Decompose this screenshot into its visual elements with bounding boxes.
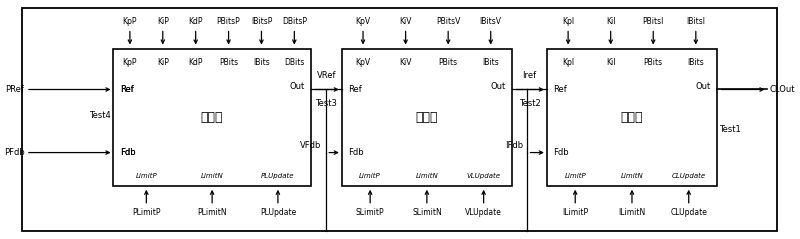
Text: Test4: Test4 (89, 111, 110, 120)
Text: LimitN: LimitN (621, 173, 643, 179)
Text: IBits: IBits (687, 58, 704, 67)
Text: KpV: KpV (355, 17, 370, 26)
Text: Test1: Test1 (719, 125, 741, 134)
Text: LimitP: LimitP (359, 173, 381, 179)
Text: KiP: KiP (157, 58, 169, 67)
Text: KiV: KiV (399, 17, 412, 26)
Text: Out: Out (696, 82, 711, 92)
Text: Ref: Ref (120, 85, 134, 94)
Text: IBitsI: IBitsI (686, 17, 706, 26)
Text: 电流环: 电流环 (621, 111, 643, 124)
Text: LimitP: LimitP (135, 173, 158, 179)
Text: CLOut: CLOut (770, 85, 795, 94)
Text: ILimitN: ILimitN (618, 208, 646, 217)
Text: SLimitP: SLimitP (356, 208, 385, 217)
Text: 位置环: 位置环 (201, 111, 223, 124)
Text: PBits: PBits (219, 58, 238, 67)
Text: DBitsP: DBitsP (282, 17, 307, 26)
Text: PLimitN: PLimitN (198, 208, 227, 217)
Text: IBits: IBits (253, 58, 270, 67)
Text: KpP: KpP (122, 58, 137, 67)
Text: PBitsP: PBitsP (217, 17, 241, 26)
Text: IBitsP: IBitsP (250, 17, 272, 26)
Text: Fdb: Fdb (348, 148, 363, 157)
Text: CLUpdate: CLUpdate (670, 208, 707, 217)
Text: Fdb: Fdb (120, 148, 135, 157)
Text: LimitN: LimitN (201, 173, 223, 179)
Text: PBits: PBits (438, 58, 458, 67)
Text: PBits: PBits (644, 58, 663, 67)
Text: Iref: Iref (522, 71, 537, 80)
Text: IBits: IBits (482, 58, 499, 67)
Text: 速度环: 速度环 (416, 111, 438, 124)
Text: KiI: KiI (606, 58, 615, 67)
Text: KpI: KpI (562, 58, 574, 67)
Text: Fdb: Fdb (120, 148, 135, 157)
Text: KdP: KdP (189, 17, 203, 26)
Text: KiV: KiV (399, 58, 412, 67)
Text: PBitsV: PBitsV (436, 17, 460, 26)
Text: Fdb: Fdb (553, 148, 569, 157)
Text: VLUpdate: VLUpdate (465, 208, 502, 217)
Text: PBitsI: PBitsI (642, 17, 664, 26)
Text: VFdb: VFdb (300, 141, 322, 150)
Text: Test3: Test3 (315, 99, 338, 108)
Text: PFdb: PFdb (4, 148, 25, 157)
Text: Ref: Ref (348, 85, 362, 94)
Text: KpP: KpP (122, 17, 137, 26)
Text: PLUpdate: PLUpdate (260, 208, 296, 217)
Bar (114, 49, 310, 186)
Text: IBitsV: IBitsV (480, 17, 502, 26)
Text: PLimitP: PLimitP (132, 208, 161, 217)
Text: Out: Out (290, 82, 305, 92)
Text: CLUpdate: CLUpdate (672, 173, 706, 179)
Text: SLimitN: SLimitN (412, 208, 442, 217)
Text: Out: Out (490, 82, 506, 92)
Text: PLUpdate: PLUpdate (261, 173, 294, 179)
Text: KiI: KiI (606, 17, 615, 26)
Text: KiP: KiP (157, 17, 169, 26)
Text: KpV: KpV (355, 58, 370, 67)
Text: KdP: KdP (189, 58, 203, 67)
Text: VRef: VRef (317, 71, 336, 80)
Text: LimitN: LimitN (415, 173, 438, 179)
Text: KpI: KpI (562, 17, 574, 26)
Text: LimitP: LimitP (564, 173, 586, 179)
Text: ILimitP: ILimitP (562, 208, 588, 217)
Text: Ref: Ref (120, 85, 134, 94)
Text: VLUpdate: VLUpdate (466, 173, 501, 179)
Text: Test2: Test2 (518, 99, 540, 108)
Text: Ref: Ref (553, 85, 566, 94)
Bar (547, 49, 717, 186)
Text: IFdb: IFdb (505, 141, 523, 150)
Text: DBits: DBits (284, 58, 305, 67)
Text: PRef: PRef (6, 85, 25, 94)
Bar (342, 49, 512, 186)
